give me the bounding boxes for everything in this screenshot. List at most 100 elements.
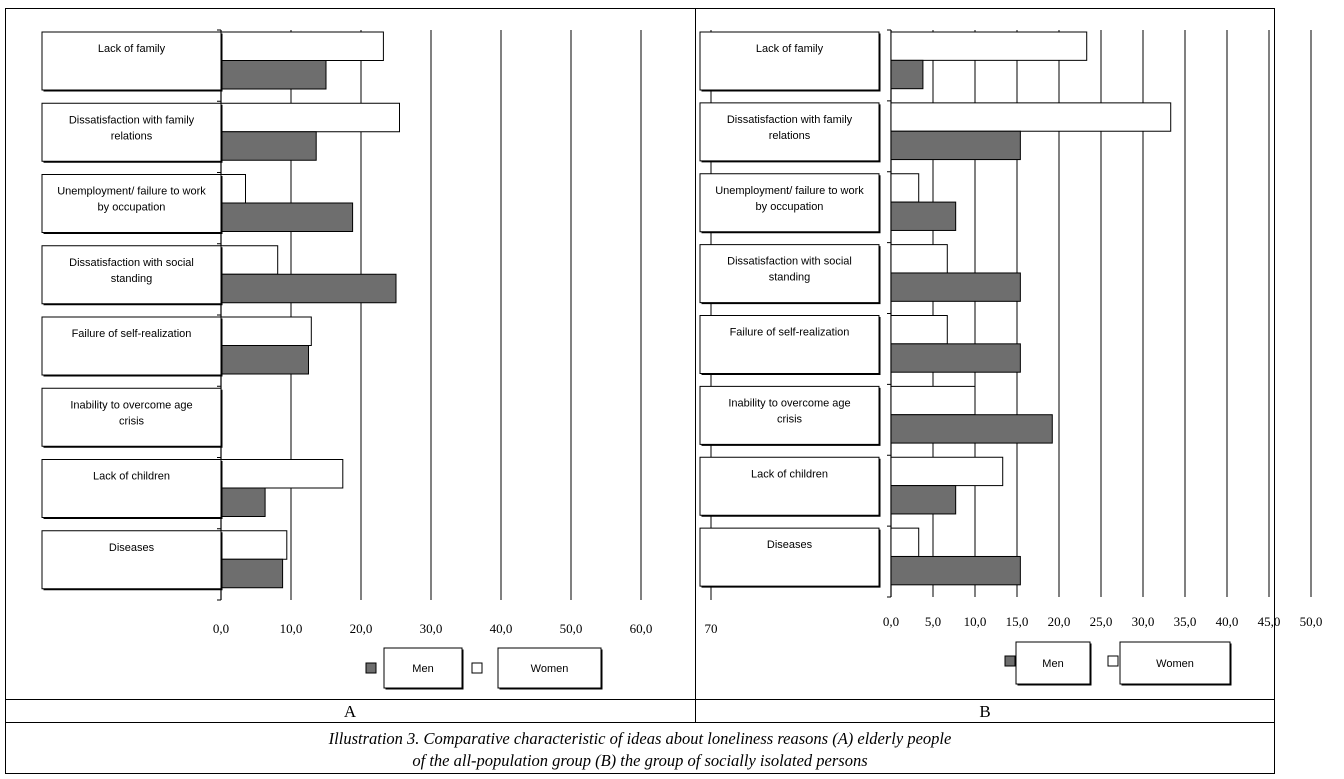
category-label-box <box>699 31 880 91</box>
category-label: relations <box>769 130 811 142</box>
category-label: Lack of family <box>98 43 166 55</box>
category-label-box <box>699 173 880 233</box>
x-tick-label: 40,0 <box>490 621 513 636</box>
bar-men <box>890 414 1053 444</box>
bar-men <box>890 130 1021 161</box>
category-label: crisis <box>777 413 803 425</box>
legend-box-men <box>383 647 463 689</box>
category-label-box <box>41 31 222 91</box>
category-label-box <box>41 459 222 518</box>
panel-label-a: A <box>344 702 357 721</box>
category-label-box <box>41 387 222 447</box>
x-tick-label: 0,0 <box>213 621 229 636</box>
category-label: Diseases <box>767 539 813 551</box>
x-tick-label: 10,0 <box>280 621 303 636</box>
legend-swatch-men <box>1004 655 1016 667</box>
category-label: Dissatisfaction with social <box>69 257 194 269</box>
x-tick-label: 5,0 <box>925 614 941 629</box>
bar-men <box>890 59 924 90</box>
bar-men <box>890 343 1021 373</box>
bar-men <box>220 202 354 232</box>
bar-men <box>890 555 1021 586</box>
legend-label: Women <box>1156 658 1194 670</box>
category-label-box <box>699 315 880 374</box>
legend-swatch-women <box>1107 655 1119 667</box>
category-label: by occupation <box>98 202 166 214</box>
bar-men <box>890 272 1021 302</box>
category-label: Lack of children <box>93 471 170 483</box>
category-label-box <box>699 385 880 445</box>
category-label: relations <box>111 130 153 142</box>
category-label-box <box>41 102 222 162</box>
x-tick-label: 50,0 <box>1300 614 1323 629</box>
x-tick-label: 25,0 <box>1090 614 1113 629</box>
bar-women <box>890 244 948 274</box>
category-label: Inability to overcome age <box>70 399 192 411</box>
category-label: Inability to overcome age <box>728 397 850 409</box>
bar-men <box>890 485 957 515</box>
category-label: standing <box>111 273 153 285</box>
legend-label: Men <box>1042 658 1063 670</box>
x-tick-label: 15,0 <box>1006 614 1029 629</box>
bar-women <box>890 456 1004 487</box>
caption-line-1: Illustration 3. Comparative characterist… <box>328 729 952 748</box>
category-label: standing <box>769 272 811 284</box>
bar-men <box>220 273 397 304</box>
legend-swatch-men <box>365 662 377 674</box>
bar-women <box>220 102 400 133</box>
x-tick-label: 30,0 <box>420 621 443 636</box>
chart-panel-b: 0,0 5,0 10,0 15,0 20,0 25,0 30,0 35,0 40,0 45,0 50… <box>699 20 1323 686</box>
x-tick-label: 0,0 <box>883 614 899 629</box>
x-tick-label: 45,0 <box>1258 614 1281 629</box>
legend-label: Women <box>531 663 569 675</box>
bar-women <box>890 173 920 203</box>
bar-men <box>220 60 327 90</box>
bar-women <box>890 527 920 557</box>
bar-men <box>890 201 957 231</box>
bar-women <box>890 102 1172 132</box>
x-tick-label: 20,0 <box>350 621 373 636</box>
x-tick-label: 35,0 <box>1174 614 1197 629</box>
category-label-box <box>699 102 880 162</box>
x-tick-label: 10,0 <box>964 614 987 629</box>
category-label: Failure of self-realization <box>72 328 192 340</box>
category-label: Unemployment/ failure to work <box>57 186 206 198</box>
bar-women <box>220 530 288 560</box>
legend-label: Men <box>412 663 433 675</box>
bar-women <box>220 316 312 346</box>
x-tick-label: 50,0 <box>560 621 583 636</box>
category-label-box <box>41 530 222 590</box>
category-label: Diseases <box>109 542 155 554</box>
x-tick-label: 70 <box>705 621 718 636</box>
category-label: Dissatisfaction with social <box>727 256 852 268</box>
panel-label-b: B <box>979 702 990 721</box>
x-tick-label: 40,0 <box>1216 614 1239 629</box>
bar-women <box>890 31 1088 61</box>
x-tick-label: 60,0 <box>630 621 653 636</box>
bar-women <box>220 245 279 275</box>
bar-women <box>220 174 246 204</box>
bar-men <box>220 345 309 375</box>
caption-line-2: of the all-population group (B) the grou… <box>412 751 867 770</box>
bar-men <box>220 558 284 589</box>
bar-women <box>220 459 344 489</box>
legend-box-men <box>1015 641 1091 685</box>
category-label: Dissatisfaction with family <box>727 114 853 126</box>
category-label: Failure of self-realization <box>730 327 850 339</box>
category-label: by occupation <box>756 201 824 213</box>
category-label: Lack of children <box>751 468 828 480</box>
legend-swatch-women <box>471 662 483 674</box>
category-label-box <box>41 316 222 376</box>
legend-box-women <box>497 647 602 689</box>
bar-men <box>220 487 266 517</box>
x-tick-label: 30,0 <box>1132 614 1155 629</box>
bar-women <box>890 315 948 345</box>
category-label-box <box>699 527 880 587</box>
bar-women <box>890 385 976 416</box>
category-label-box <box>699 244 880 304</box>
bar-men <box>220 131 317 161</box>
category-label-box <box>41 174 222 233</box>
category-label: Lack of family <box>756 43 824 55</box>
chart-panel-a: 0,0 10,0 20,0 30,0 40,0 50,0 60,0 70 Lack of fam… <box>41 29 718 690</box>
